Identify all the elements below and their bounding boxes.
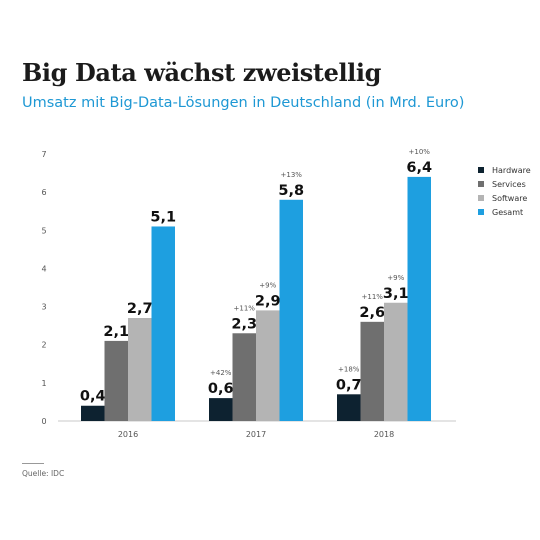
growth-label: +42%	[210, 369, 232, 377]
y-tick-label: 4	[41, 264, 46, 273]
legend-swatch	[478, 209, 484, 215]
growth-label: +9%	[387, 274, 404, 282]
bar-gesamt-2018	[407, 176, 431, 421]
legend-label: Gesamt	[492, 208, 523, 217]
data-label: 0,7	[336, 377, 362, 393]
chart-title: Big Data wächst zweistellig	[22, 58, 381, 87]
data-label: 5,8	[278, 183, 304, 199]
growth-label: +18%	[338, 365, 360, 373]
legend-swatch	[478, 195, 484, 201]
bar-software-2016	[128, 318, 152, 421]
growth-label: +11%	[362, 293, 384, 301]
bar-hardware-2016	[81, 405, 105, 421]
data-label: 0,6	[208, 381, 234, 397]
x-tick-label: 2017	[246, 430, 266, 439]
bar-services-2016	[104, 340, 128, 421]
data-label: 5,1	[150, 209, 176, 225]
data-label: 0,4	[80, 389, 106, 405]
y-tick-label: 7	[41, 150, 46, 159]
bar-services-2018	[360, 321, 384, 421]
legend-swatch	[478, 167, 484, 173]
data-label: 2,3	[231, 316, 257, 332]
y-tick-label: 5	[41, 226, 46, 235]
growth-label: +11%	[234, 304, 256, 312]
legend-label: Software	[492, 194, 527, 203]
legend-swatch	[478, 181, 484, 187]
bar-hardware-2018	[337, 394, 361, 421]
y-tick-label: 6	[41, 188, 46, 197]
y-tick-label: 2	[41, 341, 46, 350]
growth-label: +9%	[259, 281, 276, 289]
y-tick-label: 0	[41, 417, 46, 426]
bar-software-2017	[256, 310, 280, 421]
data-label: 2,6	[359, 305, 385, 321]
bar-gesamt-2016	[151, 226, 175, 421]
bar-services-2017	[232, 333, 256, 421]
data-label: 2,7	[127, 301, 153, 317]
legend-label: Hardware	[492, 166, 531, 175]
legend-label: Services	[492, 180, 526, 189]
data-label: 2,1	[103, 324, 129, 340]
data-label: 2,9	[255, 293, 281, 309]
data-label: 6,4	[406, 160, 432, 176]
chart-subtitle: Umsatz mit Big-Data-Lösungen in Deutschl…	[22, 95, 465, 111]
source-note: Quelle: IDC	[22, 469, 65, 478]
y-tick-label: 1	[41, 379, 46, 388]
growth-label: +10%	[409, 148, 431, 156]
x-tick-label: 2018	[374, 430, 394, 439]
data-label: 3,1	[383, 286, 409, 302]
bar-gesamt-2017	[279, 199, 303, 421]
x-tick-label: 2016	[118, 430, 138, 439]
growth-label: +13%	[281, 171, 303, 179]
bar-software-2018	[384, 302, 408, 421]
bar-hardware-2017	[209, 398, 233, 421]
source-divider	[22, 463, 44, 464]
y-tick-label: 3	[41, 303, 46, 312]
